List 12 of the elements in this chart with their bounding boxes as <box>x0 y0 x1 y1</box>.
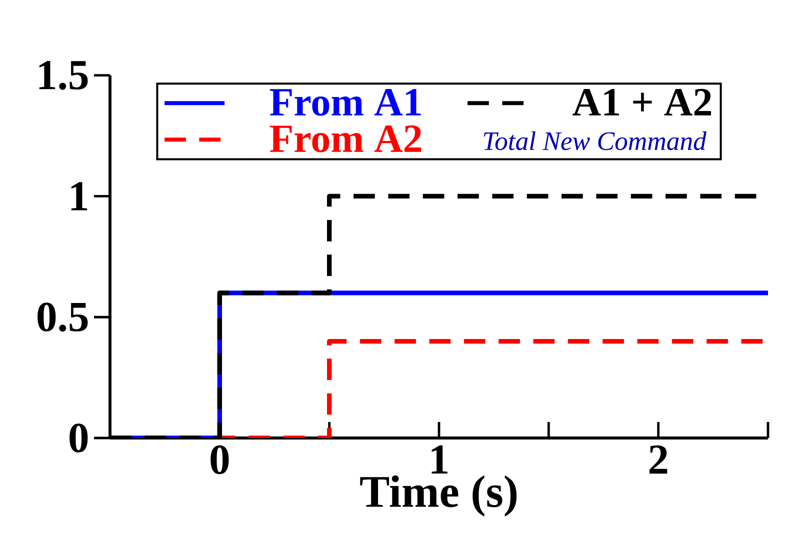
y-tick-label: 0.5 <box>38 302 88 332</box>
y-tick-label: 1.5 <box>39 60 88 90</box>
x-tick-label: 0 <box>210 445 229 474</box>
annotation: Total New Command <box>484 131 706 150</box>
x-tick-label: 2 <box>649 445 668 474</box>
legend-label: A1 + A2 <box>572 88 712 116</box>
y-tick-label: 1 <box>71 182 88 210</box>
x-axis-title: Time (s) <box>360 475 517 516</box>
legend-label: From A1 <box>270 88 421 116</box>
x-tick-label: 1 <box>432 445 448 474</box>
y-tick-label: 0 <box>70 424 88 452</box>
legend-label: From A2 <box>270 125 422 152</box>
